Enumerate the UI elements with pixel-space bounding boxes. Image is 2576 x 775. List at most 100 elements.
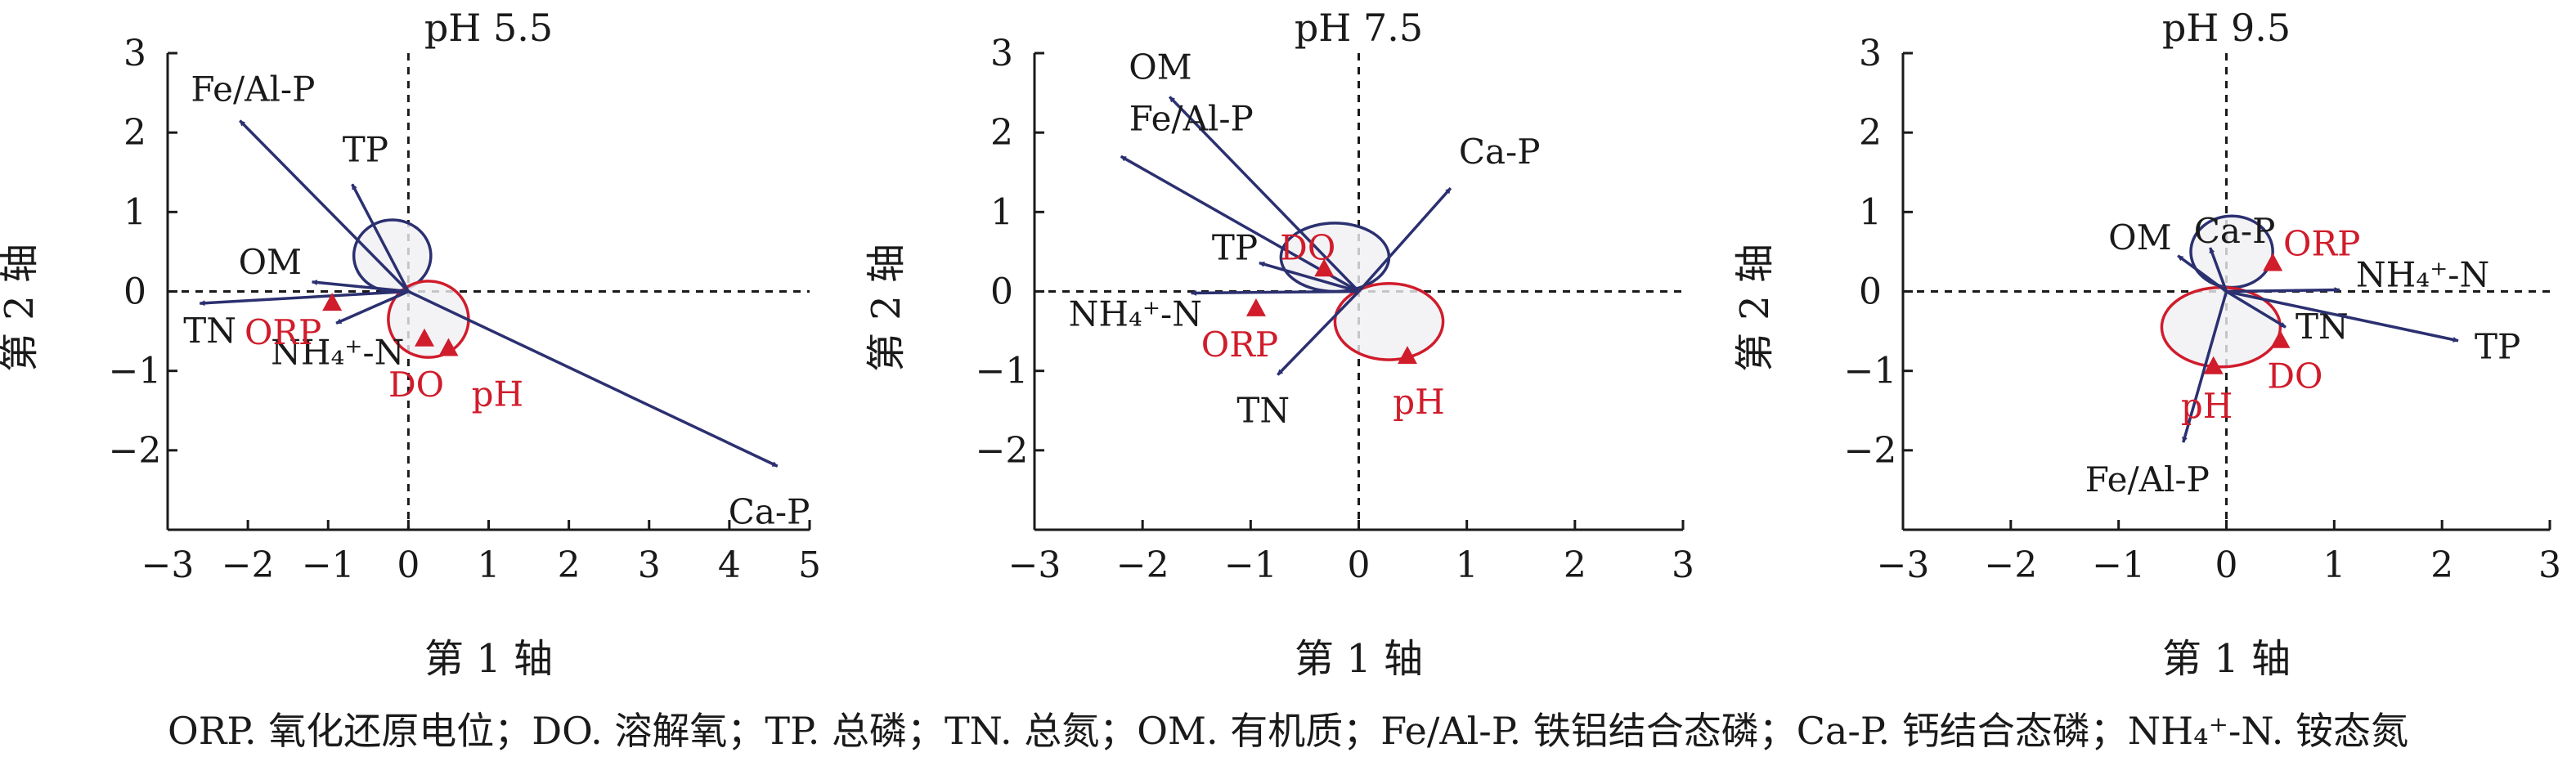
y-axis-label: 第 2 轴 (864, 244, 909, 372)
x-tick-label: −1 (302, 544, 355, 586)
arrow-label: TN (2296, 307, 2349, 347)
x-axis-label: 第 1 轴 (2162, 636, 2291, 682)
arrow-label: Fe/Al-P (1129, 98, 1254, 138)
panel-1: −3 −2 −1 0 1 2 3 4 5 3 2 1 0 −1 −2 pH 5.5 第 1 轴 第 2 轴 Fe/A… (0, 6, 821, 682)
panel-2: −3 −2 −1 0 1 2 3 3 2 1 0 −1 −2 pH 7.5 第 1 轴 第 2 轴 OM Fe/A… (864, 6, 1694, 682)
x-tick-label: −3 (141, 544, 195, 586)
env-point-marker (2270, 329, 2291, 348)
y-tick-label: 3 (990, 33, 1013, 74)
env-point-label: pH (2181, 386, 2233, 426)
arrow-vector (311, 279, 409, 293)
env-point-marker (438, 338, 459, 356)
arrow-vector (2182, 291, 2228, 443)
env-point-label: DO (2267, 356, 2322, 396)
arrow-vector (2225, 290, 2287, 329)
env-point-label: DO (388, 365, 444, 405)
y-tick-label: 2 (123, 112, 146, 154)
x-tick-label: 1 (478, 544, 500, 586)
y-tick-label: −1 (976, 351, 1029, 392)
arrow-label: NH₄⁺-N (271, 332, 404, 372)
x-tick-label: 1 (1456, 544, 1479, 586)
arrow-label: NH₄⁺-N (1069, 293, 1202, 334)
x-axis-label: 第 1 轴 (1295, 636, 1423, 682)
x-tick-label: −3 (1877, 544, 1930, 586)
x-tick-label: 2 (2430, 544, 2453, 586)
x-tick-label: 2 (1564, 544, 1586, 586)
y-tick-label: 0 (990, 271, 1013, 313)
y-axis-label: 第 2 轴 (1732, 244, 1778, 372)
arrow-label: TN (1236, 391, 1290, 431)
x-tick-label: −2 (222, 544, 275, 586)
arrow-vector (2226, 289, 2459, 343)
x-tick-label: 5 (798, 544, 821, 586)
panel-title: pH 5.5 (424, 6, 553, 50)
arrow-vector (2226, 287, 2340, 293)
arrow-vector (1277, 290, 1360, 376)
y-tick-label: 0 (1859, 271, 1882, 313)
x-tick-label: 3 (638, 544, 661, 586)
arrow-vector (199, 289, 409, 307)
y-tick-label: −1 (109, 351, 162, 392)
y-tick-label: 1 (990, 191, 1013, 233)
arrow-label: Ca-P (729, 491, 810, 531)
arrow-label: TN (183, 311, 236, 351)
arrow-label: OM (239, 242, 302, 282)
x-tick-label: −2 (1116, 544, 1169, 586)
arrow-vector (239, 119, 410, 293)
arrow-vector (1190, 289, 1359, 296)
x-tick-label: −1 (2092, 544, 2145, 586)
arrow-vector (2177, 254, 2228, 293)
env-point-marker (322, 293, 343, 311)
arrow-vector (1358, 187, 1452, 293)
env-point-label: pH (1393, 382, 1445, 422)
y-tick-label: 1 (123, 191, 146, 233)
grouping-ellipse (1333, 282, 1445, 361)
arrow-vector (335, 289, 410, 325)
arrow-label: Ca-P (1459, 132, 1541, 172)
x-axis-label: 第 1 轴 (424, 636, 553, 682)
x-tick-label: 0 (2215, 544, 2238, 586)
figure-caption: ORP. 氧化还原电位；DO. 溶解氧；TP. 总磷；TN. 总氮；OM. 有机… (168, 709, 2408, 753)
panel-title: pH 7.5 (1295, 6, 1423, 50)
env-point-label: ORP (2283, 223, 2360, 263)
y-tick-label: −2 (109, 430, 162, 472)
panel-3: −3 −2 −1 0 1 2 3 3 2 1 0 −1 −2 pH 9.5 第 1 轴 第 2 轴 Ca-P OM… (1732, 6, 2561, 682)
arrow-label: Fe/Al-P (191, 69, 315, 110)
x-tick-label: 2 (558, 544, 581, 586)
x-tick-label: 3 (1672, 544, 1694, 586)
env-point-marker (2263, 253, 2283, 271)
x-tick-label: 4 (718, 544, 741, 586)
y-tick-label: −2 (1844, 430, 1897, 472)
y-tick-label: 1 (1859, 191, 1882, 233)
y-tick-label: 0 (123, 271, 146, 313)
arrow-label: TP (343, 129, 388, 169)
y-tick-label: 2 (990, 112, 1013, 154)
arrow-label: Fe/Al-P (2085, 459, 2210, 499)
arrow-vector (2209, 247, 2228, 293)
arrow-vector (407, 289, 779, 468)
y-tick-label: 2 (1859, 112, 1882, 154)
env-point-label: pH (472, 374, 524, 414)
y-tick-label: 3 (1859, 33, 1882, 74)
env-point-marker (1314, 258, 1335, 277)
x-tick-label: 0 (397, 544, 420, 586)
env-point-marker (415, 328, 434, 347)
arrow-label: OM (2108, 217, 2171, 258)
arrow-label: Ca-P (2194, 211, 2276, 251)
arrow-vector (1168, 96, 1360, 293)
x-tick-label: 3 (2538, 544, 2561, 586)
env-point-marker (2203, 356, 2224, 374)
y-tick-label: 3 (123, 33, 146, 74)
x-tick-label: −3 (1008, 544, 1061, 586)
y-axis-label: 第 2 轴 (0, 244, 43, 372)
arrow-label: TP (2475, 327, 2520, 367)
env-point-label: DO (1280, 227, 1335, 267)
x-tick-label: 0 (1348, 544, 1371, 586)
panel-title: pH 9.5 (2162, 6, 2291, 50)
arrow-label: OM (1129, 47, 1192, 87)
env-point-marker (1245, 298, 1266, 316)
y-tick-label: −2 (976, 430, 1029, 472)
env-point-marker (1397, 346, 1417, 365)
env-point-label: ORP (1201, 325, 1278, 365)
